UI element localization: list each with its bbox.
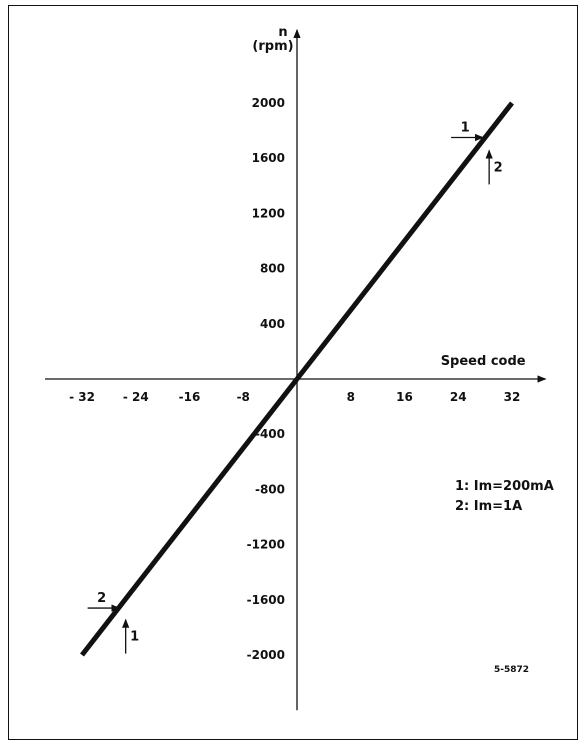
y-tick-label-1: 1600 xyxy=(252,151,285,165)
figure-code: 5-5872 xyxy=(494,665,529,675)
y-tick-label-5: -400 xyxy=(255,427,285,441)
x-tick-label-3: -8 xyxy=(237,390,250,404)
annotation-label-1: 1 xyxy=(461,121,470,136)
y-tick-label-7: -1200 xyxy=(247,538,285,552)
x-tick-label-0: - 32 xyxy=(69,390,95,404)
x-tick-label-4: 8 xyxy=(347,390,355,404)
x-tick-label-6: 24 xyxy=(450,390,467,404)
series-line-1-0 xyxy=(295,101,514,381)
x-tick-label-2: -16 xyxy=(179,390,201,404)
y-axis-label-symbol: n xyxy=(278,25,287,40)
y-tick-label-8: -1600 xyxy=(247,593,285,607)
x-tick-label-7: 32 xyxy=(504,390,521,404)
annotation-label-2: 2 xyxy=(494,160,503,175)
figure-frame: - 32 - 24 -16 -8 8 16 24 32 2000 1600 1200 800 400 -4… xyxy=(8,5,578,740)
annotation-label-2b: 2 xyxy=(97,591,106,606)
y-tick-label-9: -2000 xyxy=(247,648,285,662)
y-tick-label-0: 2000 xyxy=(252,96,285,110)
legend-entry-0: 1: Im=200mA xyxy=(455,479,554,494)
x-axis-label: Speed code xyxy=(441,354,526,369)
annotation-label-1b: 1 xyxy=(130,630,139,645)
x-tick-label-5: 16 xyxy=(396,390,413,404)
y-axis-label-unit: (rpm) xyxy=(252,39,293,54)
y-tick-label-3: 800 xyxy=(260,262,285,276)
y-tick-label-4: 400 xyxy=(260,317,285,331)
y-tick-label-2: 1200 xyxy=(252,206,285,220)
x-tick-label-1: - 24 xyxy=(123,390,149,404)
legend-entry-1: 2: Im=1A xyxy=(455,499,522,514)
series-line-2-1 xyxy=(80,377,299,657)
speed-code-chart: - 32 - 24 -16 -8 8 16 24 32 2000 1600 1200 800 400 -4… xyxy=(45,25,554,711)
y-tick-label-6: -800 xyxy=(255,482,285,496)
